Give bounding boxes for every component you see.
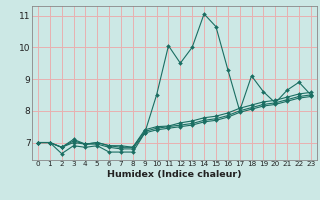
X-axis label: Humidex (Indice chaleur): Humidex (Indice chaleur) [107,170,242,179]
